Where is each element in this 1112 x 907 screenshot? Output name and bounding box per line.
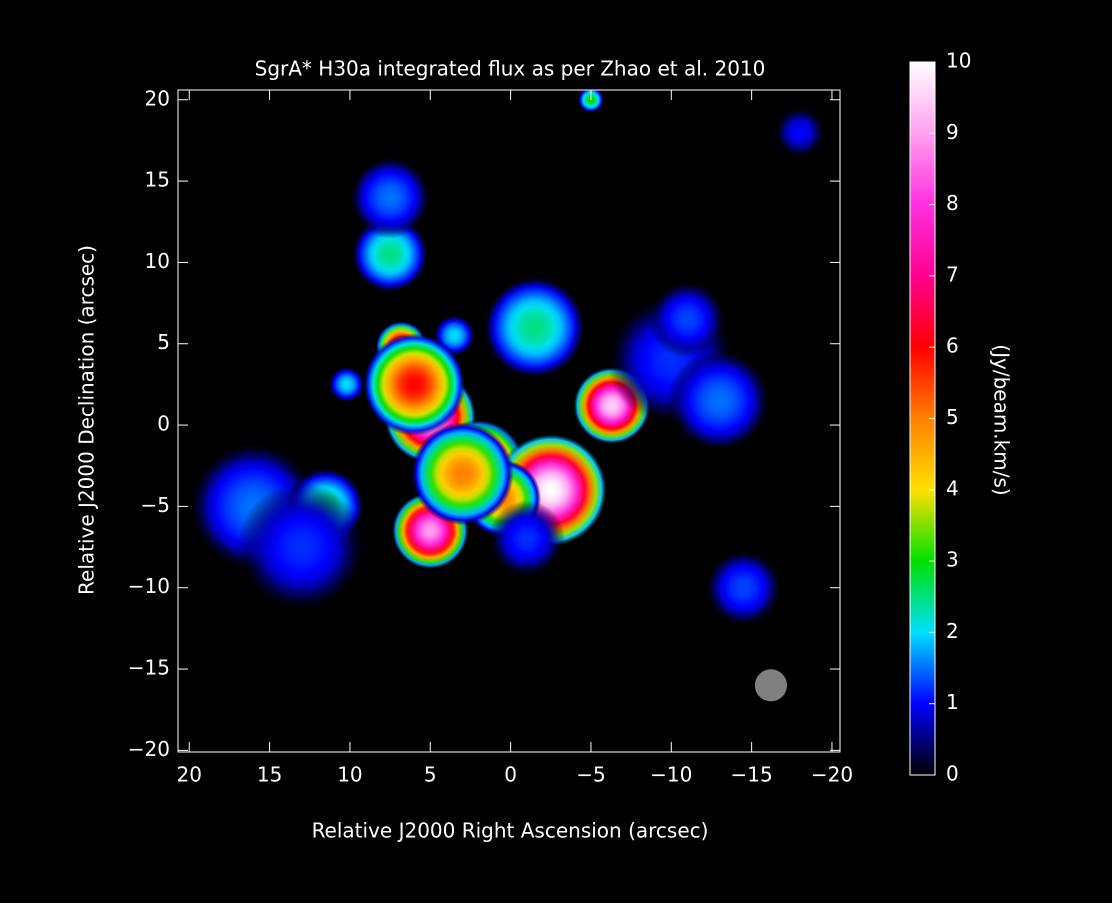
y-axis-label: Relative J2000 Declination (arcsec) xyxy=(75,245,99,595)
y-tick-label: 10 xyxy=(145,249,170,273)
x-tick-label: −5 xyxy=(576,763,605,787)
colorbar-tick-label: 8 xyxy=(946,191,959,215)
x-axis-label: Relative J2000 Right Ascension (arcsec) xyxy=(312,819,709,843)
x-tick-label: −20 xyxy=(811,763,853,787)
colorbar-tick-label: 6 xyxy=(946,334,959,358)
emission-blob xyxy=(488,500,565,577)
colorbar-tick-label: 7 xyxy=(946,262,959,286)
emission-blob xyxy=(329,366,365,402)
emission-blob xyxy=(411,422,514,525)
colorbar-tick-label: 9 xyxy=(946,120,959,144)
colorbar-tick-label: 10 xyxy=(946,49,971,73)
x-tick-label: 0 xyxy=(504,763,517,787)
y-tick-label: −10 xyxy=(128,574,170,598)
x-tick-label: 20 xyxy=(177,763,202,787)
emission-blob xyxy=(237,483,366,612)
y-tick-label: 5 xyxy=(157,330,170,354)
colorbar-tick-label: 1 xyxy=(946,690,959,714)
colorbar-tick-label: 0 xyxy=(946,762,959,786)
beam xyxy=(755,669,787,701)
y-tick-label: 20 xyxy=(145,86,170,110)
x-tick-label: 15 xyxy=(257,763,282,787)
y-tick-label: −15 xyxy=(128,656,170,680)
emission-blob xyxy=(349,156,431,238)
y-tick-label: 15 xyxy=(145,168,170,192)
chart: SgrA* H30a integrated flux as per Zhao e… xyxy=(0,0,1112,903)
y-tick-label: −20 xyxy=(128,737,170,761)
page: SgrA* H30a integrated flux as per Zhao e… xyxy=(0,0,1112,907)
x-tick-label: −15 xyxy=(731,763,773,787)
colorbar-tick-label: 3 xyxy=(946,548,959,572)
colorbar-label: (Jy/beam.km/s) xyxy=(990,344,1014,495)
chart-title: SgrA* H30a integrated flux as per Zhao e… xyxy=(255,57,766,81)
emission-blob xyxy=(483,276,586,379)
emission-blob xyxy=(705,549,782,626)
emission-blob xyxy=(363,333,466,436)
colorbar-tick-label: 5 xyxy=(946,405,959,429)
emission-blob xyxy=(649,281,726,358)
emission-blob xyxy=(668,349,771,452)
colorbar-tick-label: 4 xyxy=(946,476,959,500)
y-tick-label: 0 xyxy=(157,412,170,436)
x-tick-label: 5 xyxy=(424,763,437,787)
colorbar-tick-label: 2 xyxy=(946,619,959,643)
emission-blob xyxy=(774,107,825,158)
x-tick-label: 10 xyxy=(337,763,362,787)
y-tick-label: −5 xyxy=(141,493,170,517)
x-tick-label: −10 xyxy=(650,763,692,787)
